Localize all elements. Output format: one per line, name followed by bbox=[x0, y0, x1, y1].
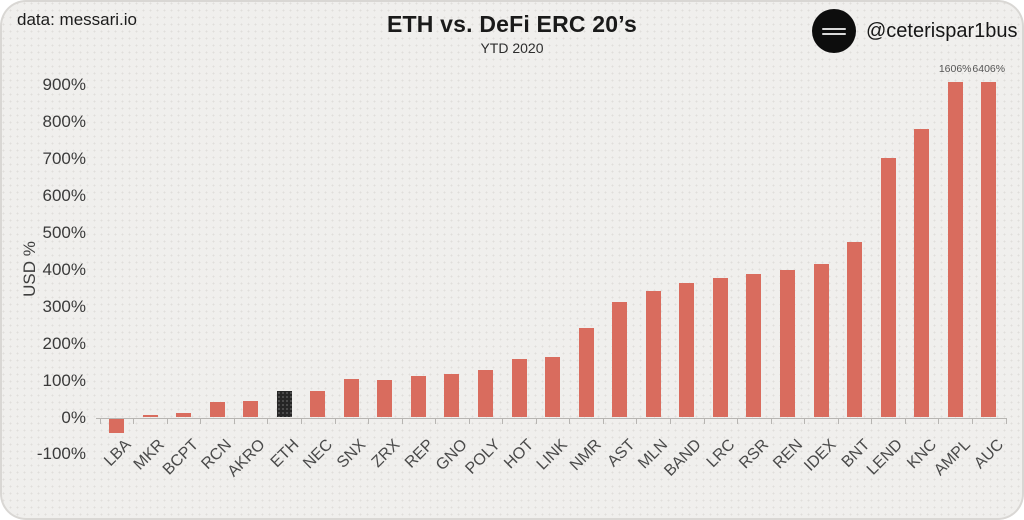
y-tick-label: 300% bbox=[42, 296, 86, 316]
bar-AST bbox=[612, 302, 628, 418]
x-axis-tick bbox=[636, 418, 638, 424]
x-axis-tick bbox=[233, 418, 235, 424]
x-axis-tick bbox=[435, 418, 437, 424]
x-tick-label-NEC: NEC bbox=[300, 436, 337, 473]
bar-NEC bbox=[310, 390, 326, 418]
bar-IDEX bbox=[813, 263, 829, 418]
bar-AUC bbox=[981, 82, 997, 418]
bar-POLY bbox=[478, 369, 493, 418]
chart-subtitle: YTD 2020 bbox=[480, 40, 544, 56]
bar-AKRO bbox=[243, 400, 259, 418]
bar-NMR bbox=[578, 328, 594, 418]
x-axis-tick bbox=[267, 418, 269, 424]
x-axis-tick bbox=[468, 418, 470, 424]
x-tick-label-AST: AST bbox=[603, 436, 639, 471]
author-handle: @ceterispar1bus bbox=[866, 19, 1018, 42]
bar-BAND bbox=[679, 283, 695, 418]
x-axis-tick bbox=[837, 418, 839, 424]
x-tick-label-REN: REN bbox=[769, 436, 806, 473]
x-axis-tick bbox=[99, 418, 101, 424]
bar-RCN bbox=[209, 402, 225, 418]
x-axis-tick bbox=[871, 418, 873, 424]
x-axis-tick bbox=[670, 418, 672, 424]
bar-ZRX bbox=[377, 379, 393, 418]
bar-LRC bbox=[712, 278, 728, 418]
chart-title: ETH vs. DeFi ERC 20’s bbox=[386, 11, 638, 37]
y-tick-label: 600% bbox=[42, 186, 86, 206]
x-axis-tick bbox=[502, 418, 504, 424]
x-axis-tick bbox=[770, 418, 772, 424]
bar-BNT bbox=[847, 241, 863, 418]
x-axis-tick bbox=[971, 418, 973, 424]
bar-SNX bbox=[343, 379, 359, 418]
bar-REP bbox=[410, 376, 426, 418]
y-tick-label: 900% bbox=[42, 75, 86, 95]
bar-AMPL bbox=[947, 82, 963, 418]
x-tick-label-NMR: NMR bbox=[566, 436, 605, 475]
x-axis-tick bbox=[737, 418, 739, 424]
x-tick-label-BAND: BAND bbox=[661, 436, 706, 480]
x-axis-tick bbox=[804, 418, 806, 424]
bar-BCPT bbox=[176, 412, 192, 418]
x-axis-tick bbox=[166, 418, 168, 424]
x-axis-tick bbox=[401, 418, 403, 424]
y-tick-label: 100% bbox=[42, 370, 86, 390]
bar-ETH bbox=[276, 390, 292, 418]
equals-lines-icon bbox=[812, 9, 856, 53]
bar-KNC bbox=[914, 128, 930, 418]
x-tick-label-BCPT: BCPT bbox=[159, 436, 202, 479]
x-axis-tick bbox=[938, 418, 940, 424]
x-axis-tick bbox=[535, 418, 537, 424]
author-account: @ceterispar1bus bbox=[812, 9, 1017, 53]
x-tick-label-ZRX: ZRX bbox=[368, 436, 404, 471]
x-axis-tick bbox=[200, 418, 202, 424]
bar-LINK bbox=[545, 357, 561, 418]
y-tick-label: -100% bbox=[36, 444, 86, 464]
bar-RSR bbox=[746, 274, 762, 418]
bar-annotation-AMPL: 1606% bbox=[938, 63, 972, 76]
x-tick-label-HOT: HOT bbox=[501, 436, 538, 473]
y-tick-label: 800% bbox=[42, 112, 86, 132]
y-tick-label: 700% bbox=[42, 149, 86, 169]
title-block: ETH vs. DeFi ERC 20’s YTD 2020 bbox=[0, 11, 1024, 57]
y-tick-label: 200% bbox=[42, 333, 86, 353]
x-tick-label-LINK: LINK bbox=[533, 436, 571, 474]
x-axis-tick bbox=[300, 418, 302, 424]
x-tick-label-POLY: POLY bbox=[462, 436, 504, 478]
x-tick-label-ETH: ETH bbox=[267, 436, 303, 471]
bar-MKR bbox=[142, 414, 158, 418]
bar-LBA bbox=[108, 418, 124, 434]
data-source-credit: data: messari.io bbox=[17, 10, 137, 29]
bar-REN bbox=[779, 269, 795, 418]
x-axis-tick bbox=[133, 418, 135, 424]
x-axis-tick bbox=[368, 418, 370, 424]
x-tick-label-RSR: RSR bbox=[736, 436, 773, 473]
x-tick-label-AMPL: AMPL bbox=[930, 436, 974, 480]
x-axis-line bbox=[96, 417, 1007, 419]
x-axis-tick bbox=[334, 418, 336, 424]
x-axis-tick bbox=[703, 418, 705, 424]
x-tick-label-LEND: LEND bbox=[864, 436, 907, 479]
x-tick-label-LRC: LRC bbox=[704, 436, 739, 471]
x-axis-tick bbox=[569, 418, 571, 424]
y-tick-label: 400% bbox=[42, 259, 86, 279]
x-tick-label-LBA: LBA bbox=[101, 436, 135, 470]
bar-HOT bbox=[511, 359, 527, 418]
bar-MLN bbox=[645, 290, 661, 418]
y-tick-label: 0% bbox=[61, 407, 86, 427]
y-tick-label: 500% bbox=[42, 223, 86, 242]
x-tick-label-AUC: AUC bbox=[971, 436, 1008, 473]
bar-GNO bbox=[444, 373, 460, 418]
bar-LEND bbox=[880, 158, 896, 418]
x-axis-tick bbox=[904, 418, 906, 424]
x-tick-label-REP: REP bbox=[401, 436, 437, 472]
bar-annotation-AUC: 6406% bbox=[972, 63, 1006, 76]
x-tick-label-AKRO: AKRO bbox=[224, 436, 269, 481]
x-tick-label-IDEX: IDEX bbox=[800, 436, 840, 475]
x-axis-tick bbox=[602, 418, 604, 424]
x-axis-tick bbox=[1005, 418, 1007, 424]
x-tick-label-SNX: SNX bbox=[334, 436, 370, 472]
